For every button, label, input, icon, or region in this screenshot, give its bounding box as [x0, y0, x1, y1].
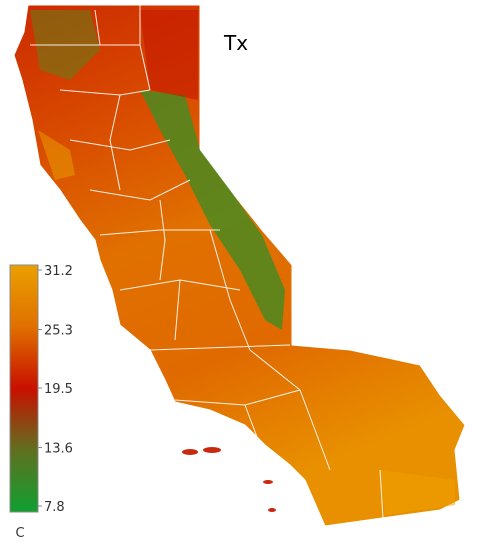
- sierra-highlands: [140, 90, 285, 330]
- island: [203, 447, 221, 453]
- colorbar-tick-label: 31.2: [44, 264, 73, 279]
- island: [268, 508, 276, 512]
- islands: [182, 447, 276, 512]
- colorbar-tick-label: 25.3: [44, 324, 73, 339]
- north-east-red: [140, 10, 198, 100]
- colorbar-tick-label: 19.5: [44, 382, 73, 397]
- colorbar-tick-label: 7.8: [44, 500, 65, 515]
- county-lines: [30, 5, 384, 519]
- colorbar-unit: C: [15, 526, 24, 541]
- island: [182, 449, 198, 455]
- island: [263, 480, 273, 484]
- county-line: [30, 5, 384, 519]
- map-title: Tx: [223, 31, 248, 55]
- colorbar-tick-label: 13.6: [44, 442, 73, 457]
- state-shape: [13, 4, 466, 527]
- desert-south: [380, 470, 455, 515]
- colorbar: 31.2 25.3 19.5 13.6 7.8: [9, 264, 73, 515]
- colorbar-gradient: [9, 264, 39, 513]
- central-coast-warm: [38, 130, 75, 180]
